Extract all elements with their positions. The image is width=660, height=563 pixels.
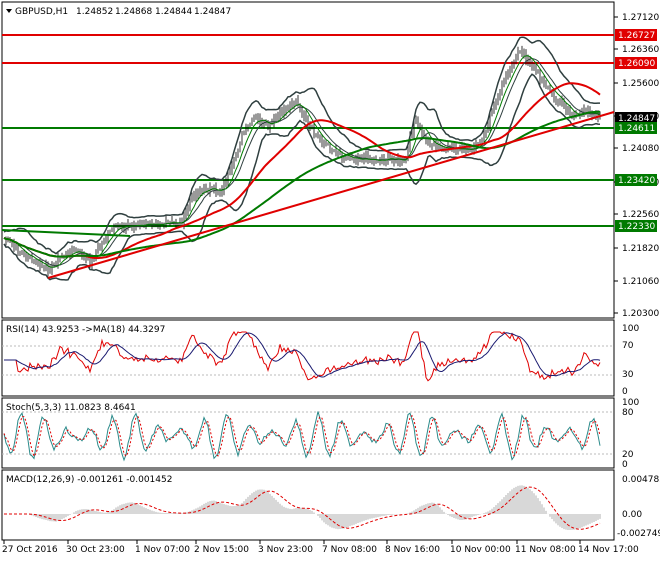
rsi-plot-area (2, 331, 614, 382)
time-axis-label: 14 Nov 17:00 (578, 545, 639, 555)
price-tag-label: 1.23420 (618, 176, 655, 186)
price-tag-box (615, 112, 657, 124)
rsi-scale-100: 100 (622, 324, 639, 334)
price-tag-label: 1.26727 (618, 31, 655, 41)
time-axis-label: 27 Oct 2016 (2, 545, 58, 555)
fast-ma-green (3, 55, 601, 268)
macd-scale-min: -0.002749 (617, 529, 660, 539)
time-axis-label: 10 Nov 00:00 (450, 545, 511, 555)
rsi-scale-30: 30 (622, 370, 634, 380)
rsi-title: RSI(14) 43.9253 ->MA(18) 44.3297 (6, 325, 165, 335)
ascending-trendline[interactable] (47, 111, 615, 279)
ohlc-close: 1.24847 (194, 7, 231, 17)
symbol-label: GBPUSD,H1 (15, 7, 68, 17)
rsi-line (4, 331, 601, 382)
dropdown-triangle-icon[interactable] (6, 9, 12, 13)
stoch-scale-0: 0 (622, 460, 628, 470)
ohlc-high: 1.24868 (115, 7, 152, 17)
macd-scale: 0.004783 0.00 -0.002749 (617, 475, 660, 539)
price-tag-label: 1.26090 (618, 59, 655, 69)
main-price-panel[interactable] (1, 1, 615, 319)
time-axis-label: 8 Nov 16:00 (385, 545, 440, 555)
price-tag-label: 1.22330 (618, 222, 655, 232)
macd-scale-max: 0.004783 (622, 475, 660, 485)
price-scale-label: 1.26360 (622, 45, 659, 55)
time-axis-label: 3 Nov 23:00 (258, 545, 313, 555)
rsi-scale: 100 70 30 0 (622, 324, 639, 397)
rsi-scale-0: 0 (622, 387, 628, 397)
price-tag-box (615, 174, 657, 186)
time-axis[interactable]: 27 Oct 2016 30 Oct 23:00 1 Nov 07:00 2 Nov … (2, 540, 639, 555)
stoch-main-line (3, 411, 601, 462)
rsi-ma-line (4, 332, 601, 378)
bollinger-middle-band (3, 58, 601, 267)
price-tag-box (615, 57, 657, 69)
time-axis-label: 1 Nov 07:00 (135, 545, 190, 555)
price-tag-box (615, 220, 657, 232)
price-scale-label: 1.21060 (622, 277, 659, 287)
price-scale-label: 1.20300 (622, 309, 659, 319)
price-scale-label: 1.22560 (622, 210, 659, 220)
ohlc-open: 1.24852 (76, 7, 113, 17)
time-axis-label: 7 Nov 08:00 (322, 545, 377, 555)
time-axis-label: 2 Nov 15:00 (194, 545, 249, 555)
stochastic-title: Stoch(5,3,3) 11.0823 8.4641 (6, 403, 136, 413)
macd-scale-zero: 0.00 (622, 510, 642, 520)
stoch-scale-80: 80 (622, 408, 634, 418)
macd-signal-line (4, 486, 601, 530)
price-tag-box (615, 122, 657, 134)
ohlc-low: 1.24844 (155, 7, 192, 17)
stochastic-scale: 100 80 20 0 (622, 398, 639, 470)
stochastic-plot-area (2, 411, 614, 462)
stoch-scale-20: 20 (622, 450, 634, 460)
price-tag-label: 1.24611 (618, 124, 655, 134)
price-scale-label: 1.24080 (622, 144, 659, 154)
price-scale-label: 1.25600 (622, 79, 659, 89)
time-axis-label: 30 Oct 23:00 (66, 545, 125, 555)
price-tag-label: 1.24847 (618, 114, 655, 124)
price-plot-area (1, 34, 615, 281)
early-support-line[interactable] (1, 229, 131, 237)
moving-average-red (3, 82, 601, 260)
price-scale-label: 1.27120 (622, 13, 659, 23)
price-tag-box (615, 29, 657, 41)
bollinger-lower-band (3, 73, 601, 281)
time-axis-label: 11 Nov 08:00 (515, 545, 576, 555)
macd-title: MACD(12,26,9) -0.001261 -0.001452 (6, 475, 172, 485)
price-scale-label: 1.21820 (622, 244, 659, 254)
macd-plot-area (4, 485, 601, 531)
rsi-scale-70: 70 (622, 341, 634, 351)
stoch-signal-line (3, 414, 601, 458)
stoch-scale-100: 100 (622, 398, 639, 408)
stochastic-panel[interactable] (1, 397, 615, 469)
